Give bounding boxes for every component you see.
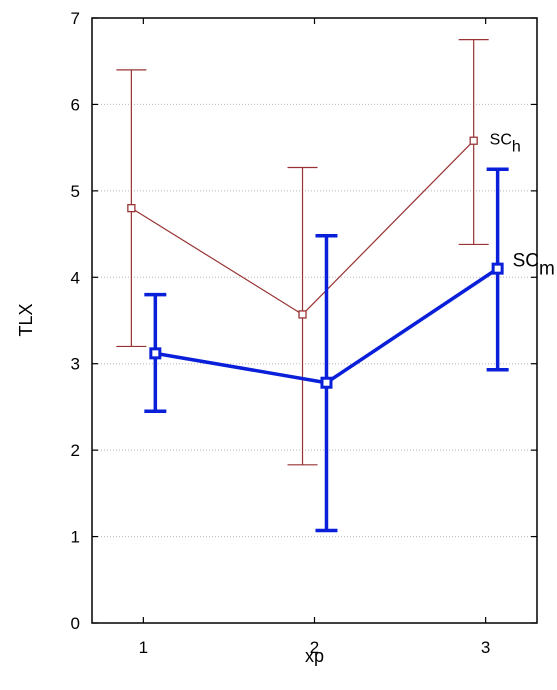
y-tick-label: 4 [71, 268, 80, 287]
y-tick-label: 3 [71, 355, 80, 374]
series-label-h: SCh [490, 132, 521, 156]
series-label-base: SC [513, 251, 539, 272]
x-tick-label: 1 [139, 638, 148, 657]
y-tick-label: 0 [71, 614, 80, 633]
y-axis-title: TLX [16, 303, 36, 336]
x-tick-label: 2 [310, 638, 319, 657]
data-point [320, 376, 333, 389]
axis-ticks: 0 1 2 3 4 5 6 7 1 2 3 [71, 9, 537, 657]
series-label-base: SC [490, 132, 512, 149]
y-tick-label: 6 [71, 95, 80, 114]
series-h: SCh [116, 39, 521, 466]
plot-frame [91, 17, 538, 624]
y-tick-label: 1 [71, 528, 80, 547]
y-tick-label: 7 [71, 9, 80, 28]
series-label-m: SCm [513, 251, 555, 280]
data-point [491, 262, 504, 275]
grid-lines [92, 103, 537, 538]
data-point [149, 347, 162, 360]
y-tick-label: 5 [71, 182, 80, 201]
data-point [469, 136, 478, 145]
data-point [298, 310, 307, 319]
x-axis-title: xp [305, 646, 324, 666]
y-tick-label: 2 [71, 441, 80, 460]
series-m: SCm [144, 167, 555, 533]
series-label-subscript: m [539, 259, 555, 280]
data-point [127, 203, 136, 213]
series-label-subscript: h [512, 139, 521, 156]
x-tick-label: 3 [481, 638, 490, 657]
